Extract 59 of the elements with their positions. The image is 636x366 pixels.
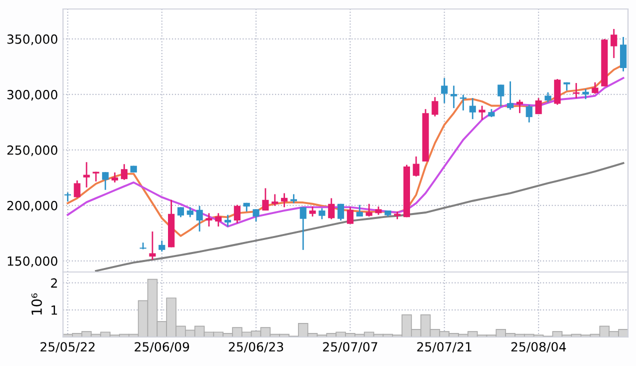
candlestick bbox=[450, 84, 458, 109]
candlestick bbox=[196, 205, 203, 232]
candlestick bbox=[592, 82, 598, 94]
candlestick bbox=[262, 188, 269, 212]
x-tick-label: 25/07/07 bbox=[323, 342, 378, 353]
candlestick bbox=[74, 180, 80, 198]
candlestick bbox=[572, 82, 580, 99]
y-tick-label: 250,000 bbox=[7, 145, 58, 156]
candlestick bbox=[318, 207, 326, 220]
line-series bbox=[94, 162, 624, 272]
candlestick bbox=[120, 163, 128, 181]
candlestick bbox=[412, 156, 420, 178]
candlestick bbox=[252, 208, 260, 222]
candlestick bbox=[526, 104, 532, 124]
y-tick-label: 150,000 bbox=[8, 256, 58, 268]
candlestick bbox=[158, 240, 166, 252]
y-tick-label: 300,000 bbox=[7, 90, 58, 101]
y-tick-label: 200,000 bbox=[7, 200, 58, 212]
candlestick bbox=[441, 77, 448, 104]
candlestick bbox=[272, 194, 278, 207]
candlestick bbox=[535, 97, 542, 115]
candlestick bbox=[83, 161, 90, 188]
candlestick bbox=[582, 88, 589, 100]
candlestick bbox=[186, 206, 194, 218]
y-tick-label: 2 bbox=[51, 278, 57, 288]
candlestick bbox=[366, 203, 372, 218]
candlestick bbox=[206, 212, 212, 228]
candlestick bbox=[506, 80, 514, 110]
candlestick bbox=[620, 36, 627, 72]
candlestick bbox=[460, 94, 467, 112]
candlestick bbox=[64, 192, 72, 202]
candlestick bbox=[111, 172, 118, 184]
candlestick bbox=[177, 206, 184, 218]
candlestick bbox=[610, 28, 618, 59]
candlestick bbox=[300, 206, 306, 251]
candlestick bbox=[280, 192, 288, 208]
candlestick bbox=[432, 96, 438, 118]
x-tick-label: 25/05/22 bbox=[40, 342, 95, 353]
candlestick bbox=[224, 214, 232, 228]
candlestick bbox=[544, 92, 552, 104]
candlestick bbox=[328, 198, 335, 220]
x-tick-label: 25/06/09 bbox=[134, 342, 190, 353]
candlestick bbox=[498, 84, 504, 108]
x-tick-label: 25/06/23 bbox=[228, 342, 284, 353]
candlestick bbox=[516, 99, 524, 114]
y-axis-title: 10⁶ bbox=[31, 293, 42, 315]
candlestick bbox=[469, 97, 476, 120]
candlestick bbox=[215, 212, 222, 228]
candlestick bbox=[337, 203, 344, 222]
x-tick-label: 25/07/21 bbox=[417, 342, 472, 353]
candlestick bbox=[234, 204, 241, 224]
x-tick-label: 25/08/04 bbox=[511, 342, 566, 353]
candlestick bbox=[149, 230, 156, 261]
candlestick bbox=[309, 206, 316, 218]
candlestick bbox=[346, 206, 354, 225]
y-tick-label: 350,000 bbox=[7, 34, 58, 46]
candlestick bbox=[478, 105, 486, 120]
candlestick bbox=[102, 171, 109, 191]
y-tick-label: 1 bbox=[52, 306, 57, 315]
